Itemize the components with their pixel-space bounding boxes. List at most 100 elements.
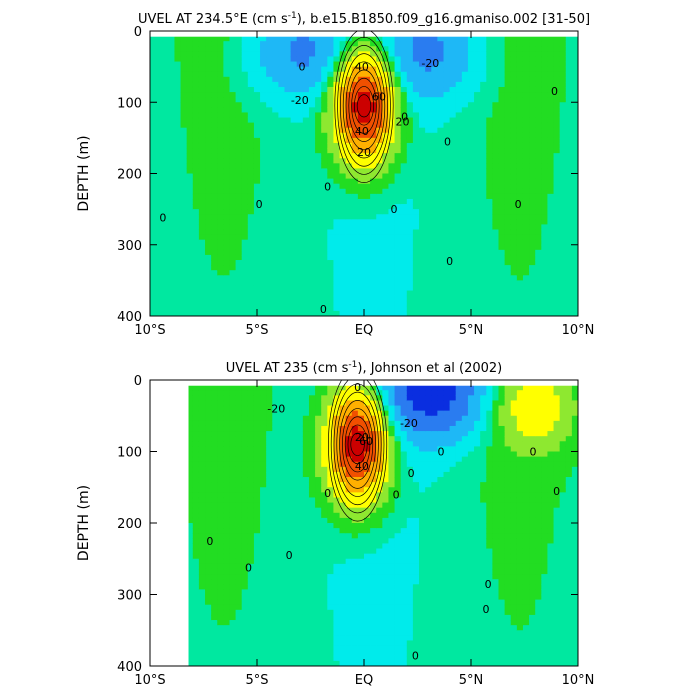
field-cell: [198, 461, 206, 468]
field-cell: [241, 584, 249, 590]
field-cell: [516, 97, 524, 103]
field-cell: [211, 410, 218, 417]
field-cell: [296, 589, 304, 596]
field-cell: [198, 209, 206, 215]
field-cell: [419, 305, 426, 312]
field-cell: [211, 630, 218, 636]
field-cell: [351, 204, 359, 210]
field-cell: [357, 249, 365, 256]
field-cell: [272, 280, 279, 287]
field-cell: [400, 102, 408, 108]
field-cell: [241, 163, 249, 170]
field-cell: [266, 168, 273, 175]
field-cell: [253, 650, 261, 657]
field-cell: [492, 265, 500, 271]
field-cell: [272, 117, 279, 124]
field-cell: [260, 594, 267, 601]
field-cell: [308, 239, 316, 246]
field-cell: [186, 574, 194, 580]
field-cell: [302, 451, 310, 458]
field-cell: [296, 254, 304, 261]
field-cell: [211, 275, 218, 281]
field-cell: [370, 310, 377, 316]
field-cell: [235, 249, 243, 256]
field-cell: [223, 635, 231, 642]
field-cell: [327, 224, 335, 231]
field-cell: [217, 148, 224, 154]
field-cell: [192, 219, 200, 225]
field-cell: [284, 385, 292, 391]
field-cell: [247, 148, 255, 154]
field-cell: [223, 441, 231, 447]
field-cell: [357, 285, 365, 292]
field-cell: [266, 92, 273, 98]
field-cell: [192, 492, 200, 499]
field-cell: [467, 249, 475, 256]
field-cell: [388, 46, 396, 52]
field-cell: [296, 553, 304, 560]
field-cell: [253, 548, 261, 555]
field-cell: [217, 219, 224, 225]
field-cell: [370, 275, 377, 281]
field-cell: [272, 148, 279, 154]
field-cell: [278, 36, 286, 42]
field-cell: [327, 117, 335, 124]
field-cell: [168, 163, 176, 170]
field-cell: [449, 178, 457, 185]
field-cell: [553, 122, 561, 129]
field-cell: [480, 270, 487, 276]
field-cell: [150, 71, 157, 78]
field-cell: [229, 66, 237, 73]
field-cell: [327, 310, 335, 316]
field-cell: [266, 234, 273, 241]
field-cell: [474, 300, 481, 307]
field-cell: [480, 71, 487, 78]
field-cell: [315, 51, 322, 58]
field-cell: [247, 168, 255, 175]
field-cell: [437, 41, 445, 47]
field-cell: [174, 86, 182, 93]
field-cell: [419, 86, 426, 93]
field-cell: [419, 46, 426, 52]
field-cell: [541, 310, 549, 316]
field-cell: [192, 528, 200, 534]
field-cell: [425, 183, 432, 190]
field-cell: [541, 36, 549, 42]
field-cell: [247, 625, 255, 631]
field-cell: [412, 97, 420, 103]
field-cell: [229, 599, 237, 606]
field-cell: [510, 275, 518, 281]
field-cell: [474, 204, 481, 210]
field-cell: [455, 275, 463, 281]
field-cell: [406, 290, 414, 297]
field-cell: [198, 92, 206, 98]
field-cell: [467, 148, 475, 154]
field-cell: [192, 395, 200, 402]
field-cell: [315, 76, 322, 83]
field-cell: [235, 132, 243, 139]
field-cell: [186, 163, 194, 170]
field-cell: [400, 214, 408, 220]
field-cell: [253, 51, 261, 58]
field-cell: [198, 229, 206, 236]
field-cell: [247, 614, 255, 621]
field-cell: [302, 405, 310, 412]
field-cell: [284, 224, 292, 231]
field-cell: [394, 112, 402, 119]
field-cell: [278, 614, 286, 621]
field-cell: [156, 178, 163, 185]
field-cell: [241, 625, 249, 631]
field-cell: [168, 260, 176, 266]
field-cell: [302, 81, 310, 88]
field-cell: [284, 107, 292, 114]
field-cell: [235, 148, 243, 154]
field-cell: [229, 122, 237, 129]
field-cell: [229, 168, 237, 175]
field-cell: [565, 153, 573, 159]
field-cell: [553, 229, 561, 236]
field-cell: [198, 630, 206, 636]
field-cell: [241, 405, 249, 412]
field-cell: [571, 97, 578, 103]
field-cell: [186, 204, 194, 210]
field-cell: [376, 51, 383, 58]
